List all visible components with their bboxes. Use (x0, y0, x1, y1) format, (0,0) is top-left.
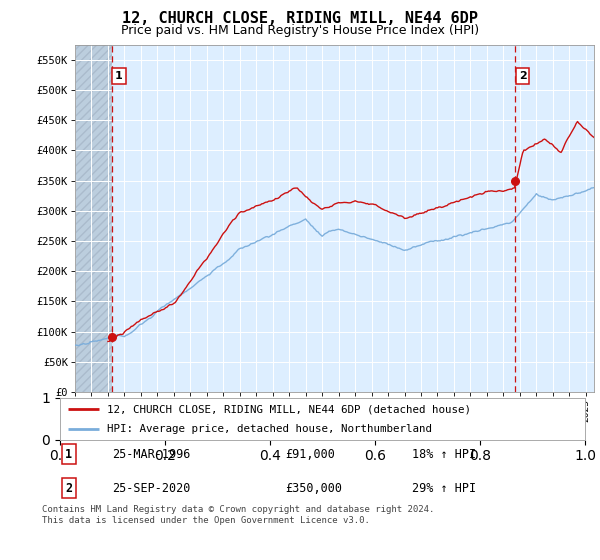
Bar (75, 45, 112, 392)
Text: £350,000: £350,000 (286, 482, 343, 495)
Text: 29% ↑ HPI: 29% ↑ HPI (412, 482, 476, 495)
Text: 2: 2 (65, 482, 73, 495)
Text: 18% ↑ HPI: 18% ↑ HPI (412, 447, 476, 461)
Text: 12, CHURCH CLOSE, RIDING MILL, NE44 6DP: 12, CHURCH CLOSE, RIDING MILL, NE44 6DP (122, 11, 478, 26)
Text: Price paid vs. HM Land Registry's House Price Index (HPI): Price paid vs. HM Land Registry's House … (121, 24, 479, 36)
Text: 12, CHURCH CLOSE, RIDING MILL, NE44 6DP (detached house): 12, CHURCH CLOSE, RIDING MILL, NE44 6DP … (107, 404, 471, 414)
Text: Contains HM Land Registry data © Crown copyright and database right 2024.
This d: Contains HM Land Registry data © Crown c… (42, 505, 434, 525)
Text: 25-SEP-2020: 25-SEP-2020 (113, 482, 191, 495)
Text: 1: 1 (65, 447, 73, 461)
Text: 1: 1 (115, 71, 123, 81)
Text: HPI: Average price, detached house, Northumberland: HPI: Average price, detached house, Nort… (107, 424, 432, 434)
Text: 2: 2 (519, 71, 526, 81)
Text: 25-MAR-1996: 25-MAR-1996 (113, 447, 191, 461)
Text: £91,000: £91,000 (286, 447, 335, 461)
